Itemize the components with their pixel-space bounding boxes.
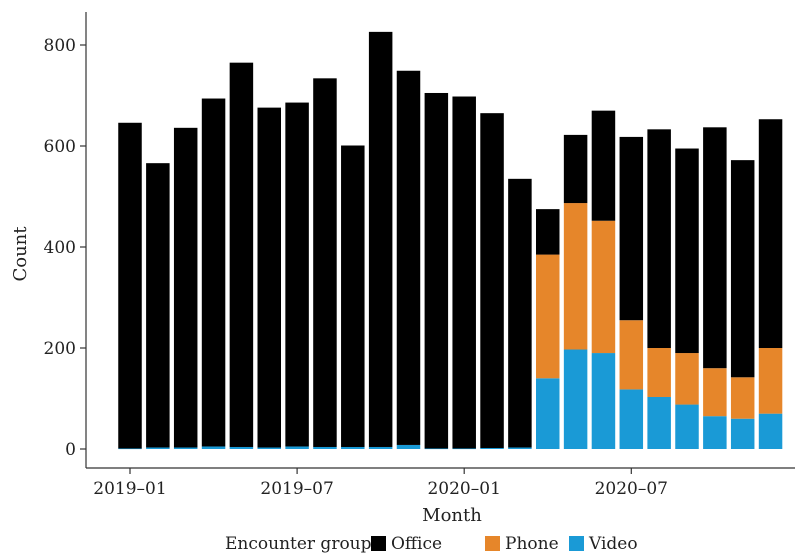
bar-video-2019-06 <box>257 447 281 449</box>
bar-office-2020-12 <box>758 119 783 349</box>
bar-phone-2020-12 <box>758 348 783 414</box>
bar-video-2020-11 <box>730 418 755 449</box>
bars-layer <box>118 31 783 450</box>
bar-office-2020-07 <box>619 136 644 321</box>
legend-label-video: Video <box>588 534 638 554</box>
y-tick-label-0: 0 <box>65 440 76 460</box>
bar-phone-2020-11 <box>730 377 755 419</box>
bar-video-2020-12 <box>758 413 783 449</box>
bar-office-2019-07 <box>285 102 309 447</box>
bar-phone-2020-09 <box>675 353 699 405</box>
bar-office-2019-12 <box>424 92 449 449</box>
bar-office-2019-10 <box>368 31 393 447</box>
bar-video-2019-08 <box>313 446 337 449</box>
x-axis-ticks: 2019–01 2019–07 2020–01 2020–07 <box>93 468 668 499</box>
legend-label-office: Office <box>391 534 442 554</box>
bar-phone-2020-08 <box>647 348 671 397</box>
bar-phone-2020-10 <box>703 368 727 417</box>
bar-office-2019-06 <box>257 107 281 448</box>
y-axis-ticks: 0 200 400 600 800 <box>44 36 86 460</box>
bar-office-2020-02 <box>480 113 504 448</box>
bar-video-2020-10 <box>703 416 727 449</box>
bar-video-2019-01 <box>118 448 142 450</box>
bar-office-2020-06 <box>591 110 616 221</box>
x-tick-label-2020–07: 2020–07 <box>595 479 668 499</box>
x-tick-label-2019–07: 2019–07 <box>260 479 333 499</box>
bar-phone-2020-06 <box>591 220 616 354</box>
bar-video-2020-09 <box>675 404 699 449</box>
bar-phone-2020-07 <box>619 320 644 390</box>
bar-video-2020-04 <box>536 378 560 449</box>
legend-label-phone: Phone <box>505 534 559 554</box>
x-axis-title: Month <box>422 505 482 526</box>
bar-office-2019-04 <box>201 98 226 447</box>
bar-video-2019-05 <box>229 446 254 449</box>
bar-video-2019-03 <box>173 447 198 449</box>
bar-office-2020-03 <box>508 178 532 448</box>
y-tick-label-600: 600 <box>44 137 76 157</box>
bar-office-2019-08 <box>313 78 337 447</box>
bar-video-2020-02 <box>480 447 504 449</box>
bar-office-2020-01 <box>452 96 476 449</box>
bar-office-2019-01 <box>118 122 142 449</box>
bar-video-2020-08 <box>647 396 671 449</box>
bar-office-2019-03 <box>173 127 198 448</box>
legend: Encounter group Office Phone Video <box>225 534 638 554</box>
legend-title: Encounter group <box>225 534 372 554</box>
bar-video-2019-12 <box>424 448 449 450</box>
bar-video-2019-02 <box>146 447 170 449</box>
bar-office-2020-04 <box>536 209 560 255</box>
bar-office-2020-05 <box>563 134 588 204</box>
y-axis-title: Count <box>10 226 31 282</box>
legend-swatch-video <box>569 536 584 551</box>
bar-office-2019-02 <box>146 163 170 448</box>
bar-video-2019-11 <box>396 444 421 449</box>
x-tick-label-2019–01: 2019–01 <box>93 479 166 499</box>
bar-office-2019-05 <box>229 62 254 447</box>
bar-office-2020-10 <box>703 127 727 369</box>
bar-office-2019-09 <box>341 145 365 447</box>
bar-phone-2020-05 <box>563 203 588 350</box>
bar-office-2020-11 <box>730 160 755 378</box>
bar-video-2020-06 <box>591 353 616 449</box>
legend-swatch-office <box>371 536 386 551</box>
bar-video-2019-04 <box>201 446 226 449</box>
bar-video-2020-07 <box>619 389 644 449</box>
y-tick-label-400: 400 <box>44 238 76 258</box>
bar-office-2019-11 <box>396 70 421 445</box>
bar-video-2020-05 <box>563 349 588 449</box>
y-tick-label-200: 200 <box>44 339 76 359</box>
bar-video-2019-07 <box>285 446 309 449</box>
bar-video-2020-01 <box>452 448 476 450</box>
legend-swatch-phone <box>485 536 500 551</box>
bar-video-2019-10 <box>368 446 393 449</box>
bar-office-2020-08 <box>647 129 671 348</box>
bar-video-2019-09 <box>341 446 365 449</box>
bar-phone-2020-04 <box>536 254 560 379</box>
x-tick-label-2020–01: 2020–01 <box>427 479 500 499</box>
bar-office-2020-09 <box>675 148 699 354</box>
y-tick-label-800: 800 <box>44 36 76 56</box>
bar-video-2020-03 <box>508 447 532 449</box>
